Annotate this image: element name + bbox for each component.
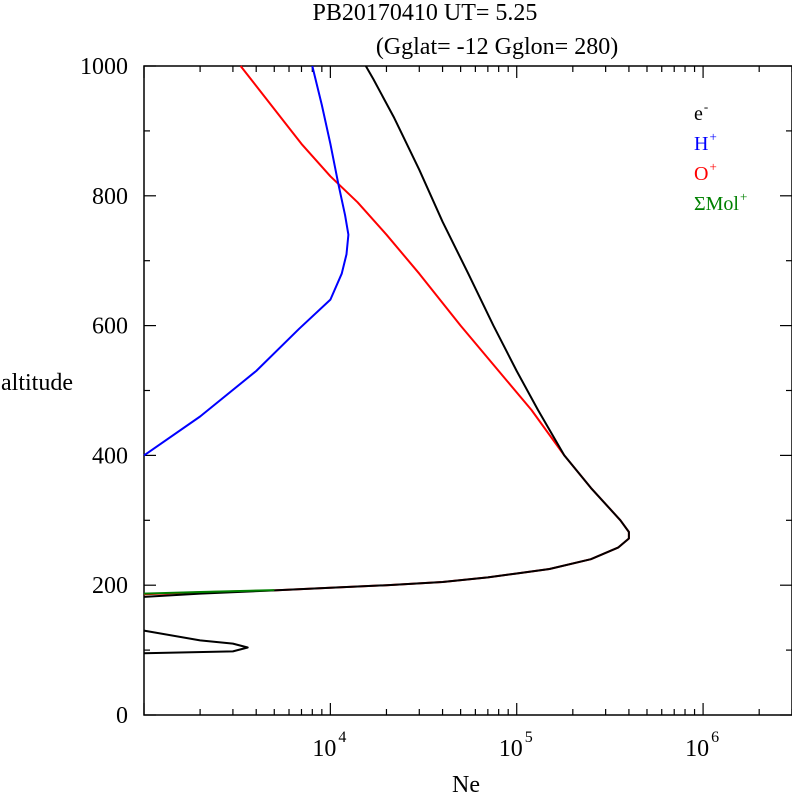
chart-title: PB20170410 UT= 5.25 bbox=[313, 0, 538, 26]
y-axis-label: altitude bbox=[1, 370, 73, 396]
x-tick-labels: 10 4 10 5 10 6 bbox=[312, 729, 719, 762]
series-line bbox=[143, 65, 630, 596]
chart-subtitle: (Gglat= -12 Gglon= 280) bbox=[376, 34, 618, 60]
x-tick-exponent: 4 bbox=[338, 729, 346, 746]
y-tick-label: 800 bbox=[92, 184, 128, 210]
x-tick-label: 10 bbox=[499, 736, 523, 762]
legend-superscript: + bbox=[709, 129, 716, 144]
series-line bbox=[143, 629, 249, 655]
series-lines bbox=[143, 65, 630, 655]
x-tick-label: 10 bbox=[312, 736, 336, 762]
x-axis-label: Ne bbox=[452, 772, 480, 795]
x-tick-exponent: 5 bbox=[525, 729, 533, 746]
legend-entry: O bbox=[694, 163, 708, 185]
y-tick-label: 400 bbox=[92, 443, 128, 469]
y-tick-label: 1000 bbox=[80, 54, 128, 80]
y-tick-label: 0 bbox=[116, 703, 128, 729]
legend: e -H +O +ΣMol + bbox=[694, 99, 747, 215]
legend-superscript: + bbox=[709, 159, 716, 174]
series-line bbox=[143, 65, 630, 598]
legend-entry: H bbox=[694, 133, 708, 155]
legend-entry: ΣMol bbox=[694, 193, 739, 215]
legend-superscript: - bbox=[704, 99, 708, 114]
series-line bbox=[143, 65, 350, 457]
y-tick-label: 600 bbox=[92, 314, 128, 340]
series-line bbox=[143, 589, 275, 595]
legend-superscript: + bbox=[740, 189, 747, 204]
y-tick-labels: 0 200 400 600 800 1000 bbox=[80, 54, 128, 729]
x-tick-label: 10 bbox=[685, 736, 709, 762]
y-tick-label: 200 bbox=[92, 573, 128, 599]
axis-ticks bbox=[143, 65, 792, 716]
legend-entry: e bbox=[694, 103, 703, 125]
x-tick-exponent: 6 bbox=[711, 729, 719, 746]
